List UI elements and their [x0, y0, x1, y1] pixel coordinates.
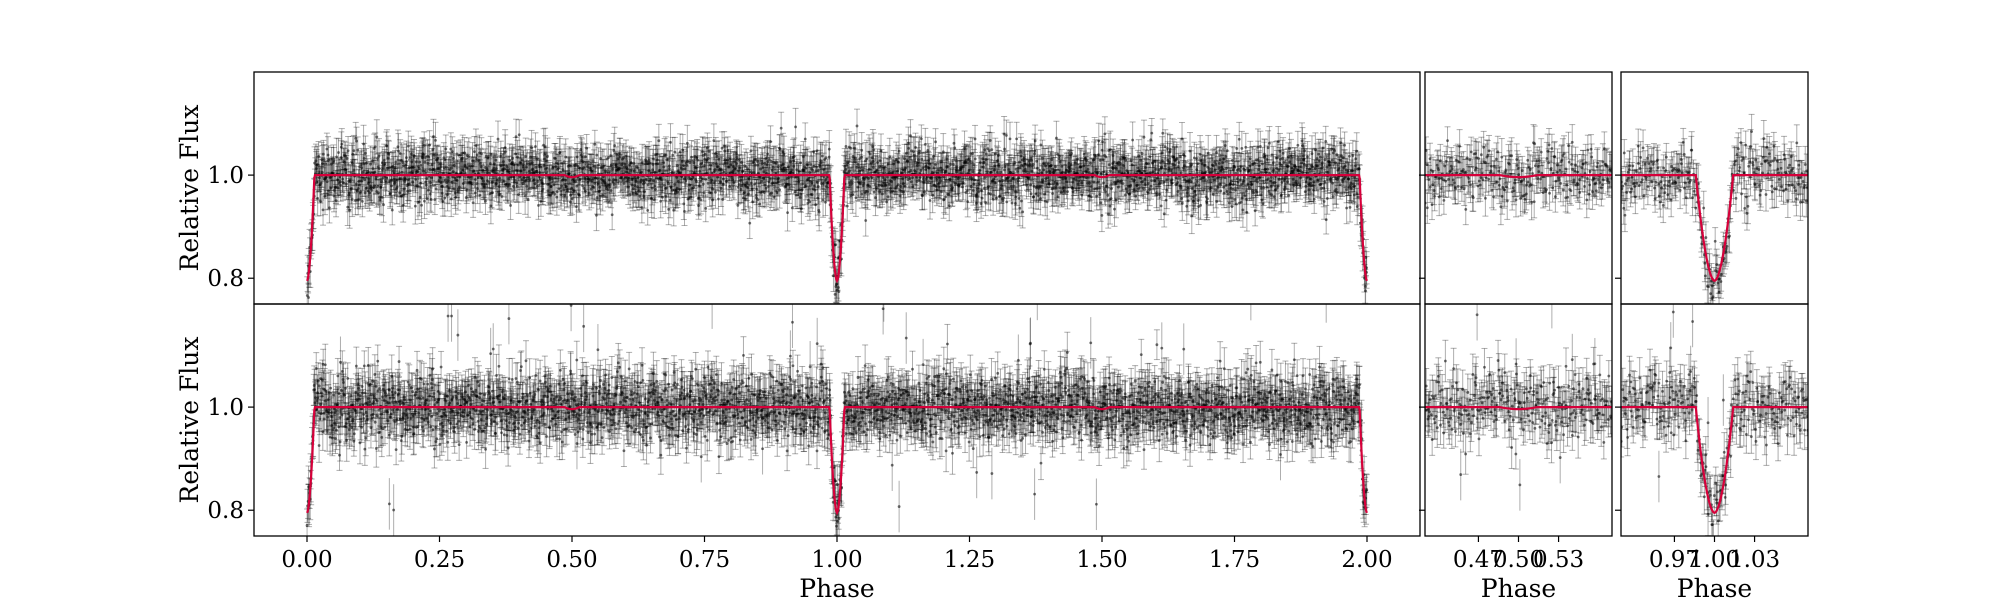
panel-grid: 0.81.00.81.00.00 0.25 0.50 0.75 1.00 1.25 1.50…: [207, 71, 1809, 573]
plot-area: [304, 107, 1370, 304]
panel-top-full: 0.81.0: [207, 71, 1421, 305]
